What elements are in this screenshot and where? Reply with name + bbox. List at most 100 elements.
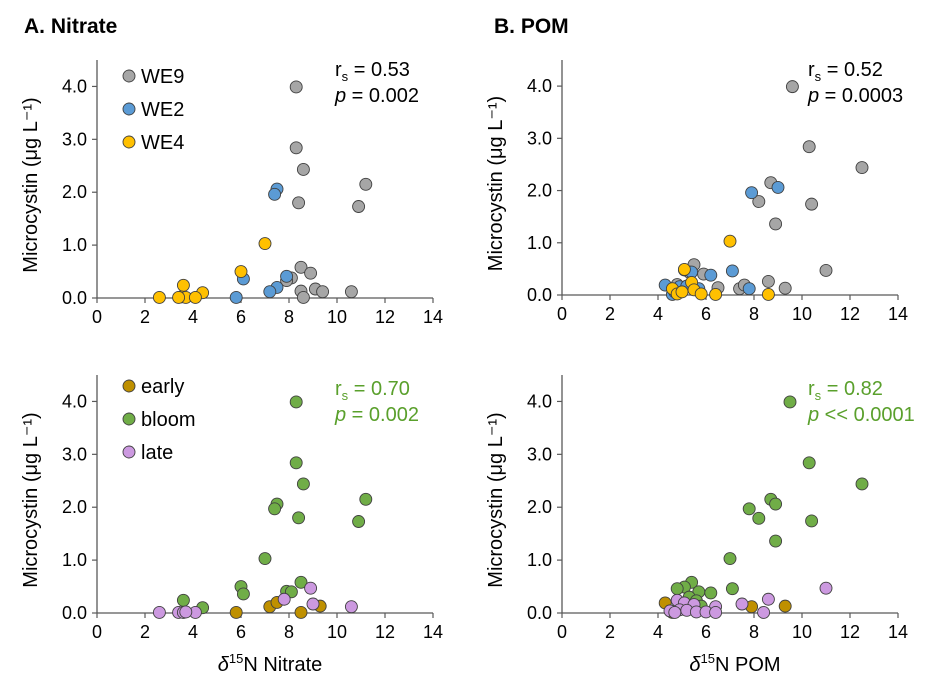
data-point xyxy=(236,587,250,601)
x-tick-label: 4 xyxy=(653,304,663,324)
x-tick-label: 14 xyxy=(423,307,443,327)
y-tick-label: 2.0 xyxy=(527,497,552,517)
x-axis-label: δ15N Nitrate xyxy=(218,651,323,676)
y-tick-label: 0.0 xyxy=(527,603,552,623)
x-tick-label: 12 xyxy=(375,307,395,327)
legend-label: WE2 xyxy=(141,99,184,121)
x-tick-label: 8 xyxy=(284,622,294,642)
y-tick-label: 3.0 xyxy=(62,129,87,149)
y-tick-label: 4.0 xyxy=(62,391,87,411)
legend-label: late xyxy=(141,442,173,464)
legend-marker xyxy=(122,102,136,116)
legend-marker xyxy=(122,69,136,83)
x-tick-label: 2 xyxy=(140,307,150,327)
data-point xyxy=(277,592,291,606)
data-point xyxy=(855,477,869,491)
data-point xyxy=(670,582,684,596)
x-tick-label: 8 xyxy=(749,622,759,642)
y-tick-label: 3.0 xyxy=(527,444,552,464)
p-value: p = 0.0003 xyxy=(807,85,903,107)
data-point xyxy=(294,606,308,619)
data-point xyxy=(752,511,766,525)
x-tick-label: 4 xyxy=(188,622,198,642)
data-point xyxy=(179,605,193,619)
data-point xyxy=(778,599,792,613)
chart-pom-site: 0.0 1.0 2.0 3.0 4.0 0 2 4 6 8 10 12 14 Microcystin (μ… xyxy=(485,59,908,324)
data-point xyxy=(704,268,718,282)
data-point xyxy=(359,492,373,506)
x-tick-label: 10 xyxy=(792,304,812,324)
data-point xyxy=(289,80,303,94)
data-point xyxy=(289,456,303,470)
data-point xyxy=(316,285,330,299)
x-tick-label: 2 xyxy=(605,622,615,642)
data-point xyxy=(855,161,869,175)
data-point xyxy=(778,281,792,295)
data-point xyxy=(745,186,759,200)
data-point xyxy=(742,502,756,516)
x-tick-label: 14 xyxy=(888,304,908,324)
legend-marker xyxy=(122,379,136,393)
x-tick-label: 12 xyxy=(840,304,860,324)
legend-label: WE4 xyxy=(141,132,184,154)
data-point xyxy=(176,278,190,292)
data-point xyxy=(723,234,737,248)
x-tick-label: 8 xyxy=(749,304,759,324)
x-tick-label: 6 xyxy=(236,307,246,327)
y-tick-label: 3.0 xyxy=(527,128,552,148)
legend-label: WE9 xyxy=(141,66,184,88)
data-point xyxy=(675,285,689,299)
y-tick-label: 2.0 xyxy=(62,182,87,202)
data-point xyxy=(761,592,775,606)
data-point xyxy=(769,534,783,548)
x-tick-label: 10 xyxy=(327,307,347,327)
data-point xyxy=(805,514,819,528)
x-tick-label: 14 xyxy=(888,622,908,642)
data-point xyxy=(176,593,190,607)
data-point xyxy=(268,187,282,201)
data-point xyxy=(258,237,272,250)
legend-marker xyxy=(122,135,136,149)
data-point xyxy=(677,262,691,276)
y-tick-label: 4.0 xyxy=(527,76,552,96)
correlation-coefficient: rs = 0.52 xyxy=(808,59,883,84)
data-point xyxy=(694,287,708,301)
x-tick-label: 4 xyxy=(188,307,198,327)
data-point xyxy=(289,141,303,155)
panel-title-a: A. Nitrate xyxy=(24,15,118,38)
legend-marker xyxy=(122,445,136,459)
y-tick-label: 1.0 xyxy=(527,233,552,253)
data-point xyxy=(294,575,308,589)
data-point xyxy=(769,497,783,511)
data-point xyxy=(742,282,756,296)
chart-pom-season: 0.0 1.0 2.0 3.0 4.0 0 2 4 6 8 10 12 14 Microcystin (μ… xyxy=(485,375,915,676)
correlation-coefficient: rs = 0.82 xyxy=(808,378,883,403)
data-point xyxy=(294,260,308,274)
y-tick-label: 1.0 xyxy=(62,235,87,255)
data-point xyxy=(304,581,318,595)
chart-nitrate-season: 0.0 1.0 2.0 3.0 4.0 0 2 4 6 8 10 12 14 Microcystin (μ… xyxy=(20,375,443,676)
data-point xyxy=(306,597,320,611)
legend-label: bloom xyxy=(141,409,195,431)
data-point xyxy=(229,606,243,619)
data-point xyxy=(668,606,682,619)
data-point xyxy=(188,291,202,304)
data-point xyxy=(296,291,310,304)
data-point xyxy=(296,477,310,491)
y-tick-label: 0.0 xyxy=(62,288,87,308)
data-point xyxy=(757,606,771,619)
data-point xyxy=(785,80,799,94)
x-tick-label: 14 xyxy=(423,622,443,642)
data-point xyxy=(296,163,310,176)
y-tick-label: 0.0 xyxy=(527,285,552,305)
x-tick-label: 10 xyxy=(327,622,347,642)
data-point xyxy=(709,288,723,301)
y-tick-label: 3.0 xyxy=(62,444,87,464)
data-point xyxy=(344,285,358,299)
y-axis-label: Microcystin (μg L⁻¹) xyxy=(20,97,42,272)
x-tick-label: 10 xyxy=(792,622,812,642)
data-point xyxy=(289,395,303,409)
data-point xyxy=(152,606,166,619)
x-tick-label: 2 xyxy=(605,304,615,324)
